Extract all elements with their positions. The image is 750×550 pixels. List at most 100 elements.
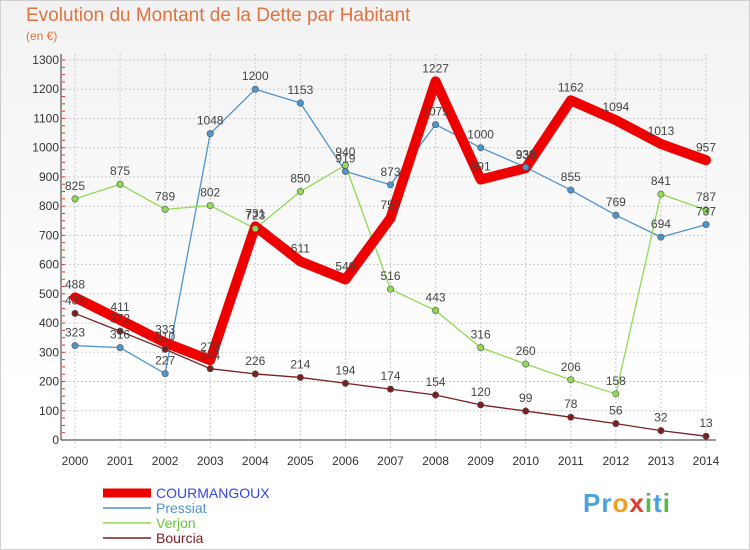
y-tick-label: 900 (39, 170, 59, 184)
data-point-pressiat (522, 163, 530, 171)
data-point-verjon (116, 180, 124, 188)
data-label-bourcia: 244 (200, 349, 220, 363)
data-point-pressiat (296, 99, 304, 107)
data-label-bourcia: 372 (110, 311, 130, 325)
data-label-verjon: 443 (426, 291, 446, 305)
y-tick-label: 1300 (32, 53, 59, 67)
data-point-bourcia (567, 413, 575, 421)
y-tick-label: 200 (39, 375, 59, 389)
data-label-verjon: 940 (335, 145, 355, 159)
data-label-courmangoux: 1013 (648, 124, 675, 138)
data-label-pressiat: 1153 (287, 83, 313, 97)
data-label-pressiat: 737 (696, 205, 716, 219)
data-point-verjon (522, 360, 530, 368)
legend-label-verjon: Verjon (156, 515, 196, 531)
data-point-verjon (341, 161, 349, 169)
data-label-courmangoux: 930 (516, 148, 536, 162)
chart-title: Evolution du Montant de la Dette par Hab… (26, 5, 411, 26)
data-point-bourcia (657, 427, 665, 435)
data-label-bourcia: 56 (609, 404, 623, 418)
data-label-verjon: 723 (245, 209, 265, 223)
data-point-verjon (206, 202, 214, 210)
data-label-verjon: 158 (606, 374, 626, 388)
data-point-verjon (612, 390, 620, 398)
data-point-pressiat (702, 221, 710, 229)
x-tick-label: 2013 (648, 454, 675, 468)
y-tick-label: 1000 (32, 141, 59, 155)
data-label-pressiat: 769 (606, 195, 626, 209)
data-point-verjon (71, 195, 79, 203)
data-point-pressiat (161, 370, 169, 378)
data-label-pressiat: 227 (155, 354, 175, 368)
data-label-verjon: 787 (696, 190, 716, 204)
data-point-pressiat (612, 211, 620, 219)
data-point-verjon (657, 190, 665, 198)
data-point-bourcia (386, 385, 394, 393)
data-label-verjon: 206 (561, 360, 581, 374)
x-tick-label: 2014 (693, 454, 720, 468)
data-point-pressiat (657, 233, 665, 241)
data-point-bourcia (161, 345, 169, 353)
data-point-pressiat (116, 344, 124, 352)
data-point-verjon (702, 206, 710, 214)
y-tick-label: 300 (39, 345, 59, 359)
data-point-verjon (567, 376, 575, 384)
data-label-bourcia: 226 (245, 354, 265, 368)
y-tick-label: 800 (39, 199, 59, 213)
data-label-courmangoux: 891 (471, 160, 491, 174)
y-tick-label: 500 (39, 287, 59, 301)
data-point-pressiat (341, 167, 349, 175)
data-label-verjon: 516 (380, 269, 400, 283)
data-label-bourcia: 99 (519, 391, 533, 405)
data-label-pressiat: 1000 (467, 128, 494, 142)
x-tick-label: 2009 (467, 454, 494, 468)
data-point-bourcia (251, 370, 259, 378)
data-point-pressiat (386, 181, 394, 189)
data-point-bourcia (702, 432, 710, 440)
data-label-verjon: 875 (110, 164, 130, 178)
data-label-courmangoux: 1227 (422, 61, 449, 75)
data-point-verjon (477, 344, 485, 352)
data-label-pressiat: 323 (65, 326, 85, 340)
data-label-bourcia: 174 (380, 369, 400, 383)
data-label-bourcia: 13 (699, 416, 713, 430)
legend-label-bourcia: Bourcia (156, 530, 204, 546)
data-label-pressiat: 919 (335, 151, 355, 165)
data-label-bourcia: 214 (290, 357, 310, 371)
data-point-bourcia (477, 401, 485, 409)
legend-label-pressiat: Pressiat (156, 500, 207, 516)
data-label-courmangoux: 957 (696, 140, 716, 154)
data-point-bourcia (612, 420, 620, 428)
data-point-pressiat (567, 186, 575, 194)
data-point-bourcia (522, 407, 530, 415)
data-label-verjon: 802 (200, 186, 220, 200)
x-tick-label: 2005 (287, 454, 314, 468)
data-label-verjon: 850 (290, 172, 310, 186)
data-label-verjon: 789 (155, 189, 175, 203)
data-point-bourcia (206, 365, 214, 373)
data-label-verjon: 260 (516, 344, 536, 358)
data-label-courmangoux: 333 (155, 323, 175, 337)
data-point-pressiat (206, 130, 214, 138)
data-label-courmangoux: 549 (335, 260, 355, 274)
proxiti-logo: Proxiti (583, 488, 671, 518)
data-point-bourcia (116, 327, 124, 335)
data-label-courmangoux: 1162 (558, 80, 584, 94)
y-tick-label: 0 (52, 433, 59, 447)
data-point-verjon (296, 188, 304, 196)
data-label-verjon: 841 (651, 174, 671, 188)
data-label-pressiat: 316 (110, 328, 130, 342)
data-label-pressiat: 1200 (242, 69, 269, 83)
data-label-pressiat: 873 (380, 165, 400, 179)
x-tick-label: 2002 (152, 454, 179, 468)
data-label-bourcia: 433 (65, 293, 85, 307)
x-tick-label: 2001 (107, 454, 134, 468)
y-tick-label: 1100 (33, 111, 59, 125)
x-tick-label: 2004 (242, 454, 269, 468)
data-label-bourcia: 154 (426, 375, 446, 389)
y-tick-label: 1200 (32, 82, 59, 96)
data-label-bourcia: 32 (654, 411, 668, 425)
data-point-pressiat (477, 144, 485, 152)
data-label-courmangoux: 488 (65, 277, 85, 291)
